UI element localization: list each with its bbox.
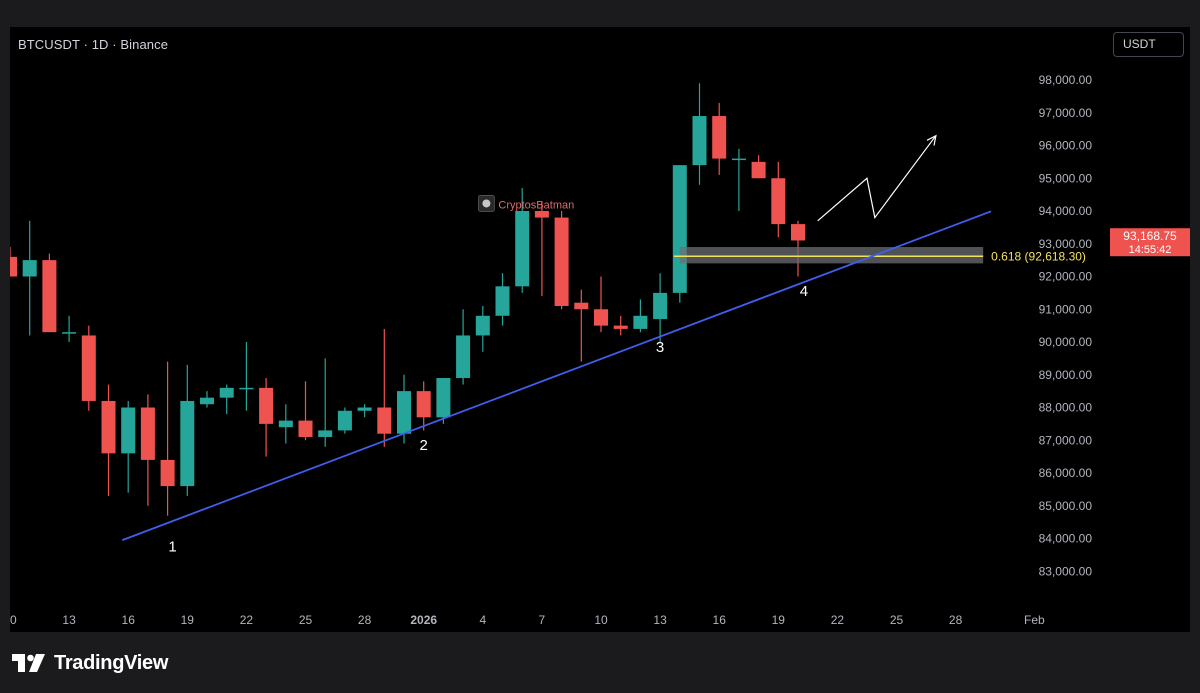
- x-axis-tick-label: 25: [890, 613, 904, 627]
- x-axis-tick-label: 25: [299, 613, 313, 627]
- candle-body: [180, 400, 195, 487]
- price-countdown: 14:55:42: [1129, 244, 1172, 256]
- candle-body: [771, 178, 786, 225]
- y-axis-tick-label: 84,000.00: [1039, 532, 1093, 546]
- fib-zone: [679, 247, 984, 264]
- x-axis-tick-label: 10: [594, 613, 608, 627]
- wave-label: 3: [656, 339, 664, 356]
- candle-body: [653, 292, 668, 320]
- candle-body: [357, 407, 372, 411]
- candle-body: [613, 325, 628, 329]
- x-axis-tick-label: 22: [240, 613, 254, 627]
- x-axis-tick-label: 10: [10, 613, 17, 627]
- candle-body: [42, 260, 57, 333]
- projection-arrowhead: [926, 134, 937, 146]
- y-axis-tick-label: 87,000.00: [1039, 433, 1093, 447]
- candle-body: [239, 387, 254, 390]
- y-axis-tick-label: 93,000.00: [1039, 237, 1093, 251]
- footer-bar: [0, 632, 1200, 693]
- wave-label: 4: [800, 283, 808, 300]
- candle-body: [337, 410, 352, 431]
- y-axis-tick-label: 86,000.00: [1039, 466, 1093, 480]
- y-axis-tick-label: 96,000.00: [1039, 139, 1093, 153]
- candle-body: [278, 420, 293, 428]
- candle-body: [554, 217, 569, 306]
- candle-body: [574, 302, 589, 310]
- y-axis-tick-label: 94,000.00: [1039, 204, 1093, 218]
- watermark-avatar-icon: [482, 199, 491, 208]
- candle-body: [10, 256, 17, 277]
- y-axis-tick-label: 89,000.00: [1039, 368, 1093, 382]
- x-axis-tick-label: 16: [122, 613, 136, 627]
- candle-body: [594, 309, 608, 326]
- fib-level-label: 0.618 (92,618.30): [991, 249, 1086, 263]
- candle-body: [456, 335, 471, 379]
- candle-body: [140, 407, 155, 460]
- candle-body: [672, 165, 687, 293]
- projection-path: [817, 135, 937, 222]
- y-axis-tick-label: 88,000.00: [1039, 401, 1093, 415]
- y-axis-tick-label: 91,000.00: [1039, 302, 1093, 316]
- candle-body: [791, 224, 805, 241]
- symbol-title: BTCUSDT · 1D · Binance: [18, 37, 169, 52]
- y-axis-tick-label: 90,000.00: [1039, 335, 1093, 349]
- x-axis-tick-label: 7: [539, 613, 546, 627]
- candle-body: [475, 315, 490, 336]
- candle-body: [62, 332, 77, 334]
- x-axis-tick-label: 2026: [410, 613, 437, 627]
- candle-body: [22, 260, 37, 277]
- x-axis-tick-label: 4: [479, 613, 486, 627]
- chart-area[interactable]: 0.618 (92,618.30) 1 2 3 4 CryptosBatman 98,000…: [10, 27, 1190, 632]
- x-axis-tick-label: 22: [831, 613, 845, 627]
- tradingview-logo-icon: [12, 654, 45, 672]
- candle-body: [397, 391, 411, 434]
- candle-body: [219, 387, 234, 398]
- candle-body: [298, 420, 313, 437]
- y-axis-tick-label: 85,000.00: [1039, 499, 1093, 513]
- candle-body: [81, 335, 96, 401]
- candle-body: [318, 430, 333, 437]
- candle-body: [692, 116, 707, 166]
- candlestick-chart[interactable]: 0.618 (92,618.30) 1 2 3 4 CryptosBatman 98,000…: [10, 27, 1190, 632]
- x-axis-tick-label: 28: [949, 613, 963, 627]
- tradingview-logo[interactable]: TradingView: [12, 652, 168, 674]
- y-axis-tick-label: 95,000.00: [1039, 171, 1093, 185]
- x-axis-tick-label: 19: [772, 613, 786, 627]
- candle-body: [495, 286, 510, 316]
- watermark-text: CryptosBatman: [498, 199, 574, 211]
- currency-button[interactable]: USDT: [1113, 32, 1184, 57]
- candle-body: [436, 378, 451, 418]
- current-price-badge: [1110, 228, 1190, 257]
- candle-body: [731, 158, 746, 161]
- candle-body: [121, 407, 136, 454]
- x-axis-tick-label: 28: [358, 613, 372, 627]
- candle-body: [160, 459, 175, 487]
- brand-name: TradingView: [54, 651, 169, 674]
- x-axis-tick-label: Feb: [1024, 613, 1045, 627]
- x-axis-tick-label: 13: [62, 613, 76, 627]
- candle-body: [515, 211, 530, 287]
- current-price-value: 93,168.75: [1123, 229, 1177, 243]
- candle-body: [751, 161, 766, 179]
- x-axis-tick-label: 19: [181, 613, 195, 627]
- candle-body: [633, 315, 648, 329]
- y-axis-tick-label: 92,000.00: [1039, 270, 1093, 284]
- trendline: [121, 210, 992, 541]
- wave-label: 2: [420, 437, 428, 454]
- y-axis-tick-label: 83,000.00: [1039, 564, 1093, 578]
- y-axis-tick-label: 97,000.00: [1039, 106, 1093, 120]
- candle-body: [534, 211, 549, 218]
- candle-body: [200, 397, 214, 405]
- candle-body: [416, 391, 431, 418]
- candle-body: [259, 387, 274, 424]
- wave-label: 1: [168, 539, 176, 556]
- candle-body: [377, 407, 392, 434]
- x-axis-tick-label: 13: [653, 613, 667, 627]
- x-axis-tick-label: 16: [713, 613, 727, 627]
- candle-body: [712, 116, 727, 159]
- y-axis-tick-label: 98,000.00: [1039, 73, 1093, 87]
- candle-body: [101, 400, 116, 454]
